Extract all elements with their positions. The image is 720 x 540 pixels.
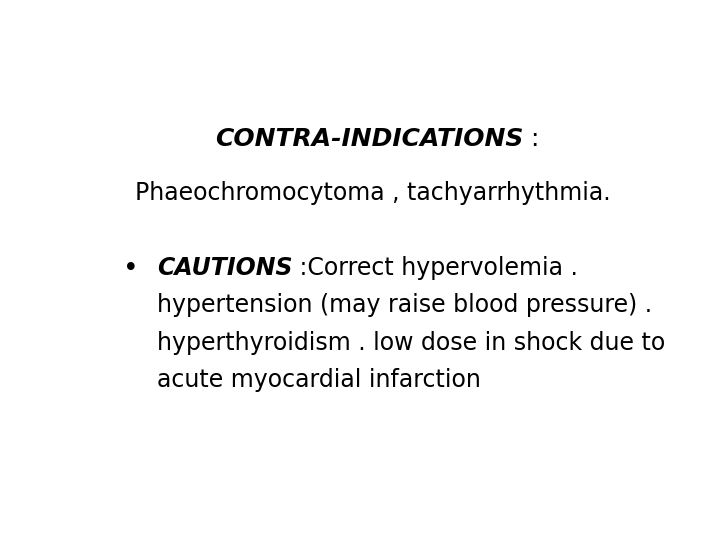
Text: •: • — [124, 256, 139, 282]
Text: Phaeochromocytoma , tachyarrhythmia.: Phaeochromocytoma , tachyarrhythmia. — [135, 181, 611, 205]
Text: hyperthyroidism . low dose in shock due to: hyperthyroidism . low dose in shock due … — [157, 331, 665, 355]
Text: hypertension (may raise blood pressure) .: hypertension (may raise blood pressure) … — [157, 293, 652, 318]
Text: CONTRA-INDICATIONS: CONTRA-INDICATIONS — [215, 127, 523, 151]
Text: :: : — [523, 127, 539, 151]
Text: CAUTIONS: CAUTIONS — [157, 256, 292, 280]
Text: :Correct hypervolemia .: :Correct hypervolemia . — [292, 256, 578, 280]
Text: acute myocardial infarction: acute myocardial infarction — [157, 368, 481, 393]
